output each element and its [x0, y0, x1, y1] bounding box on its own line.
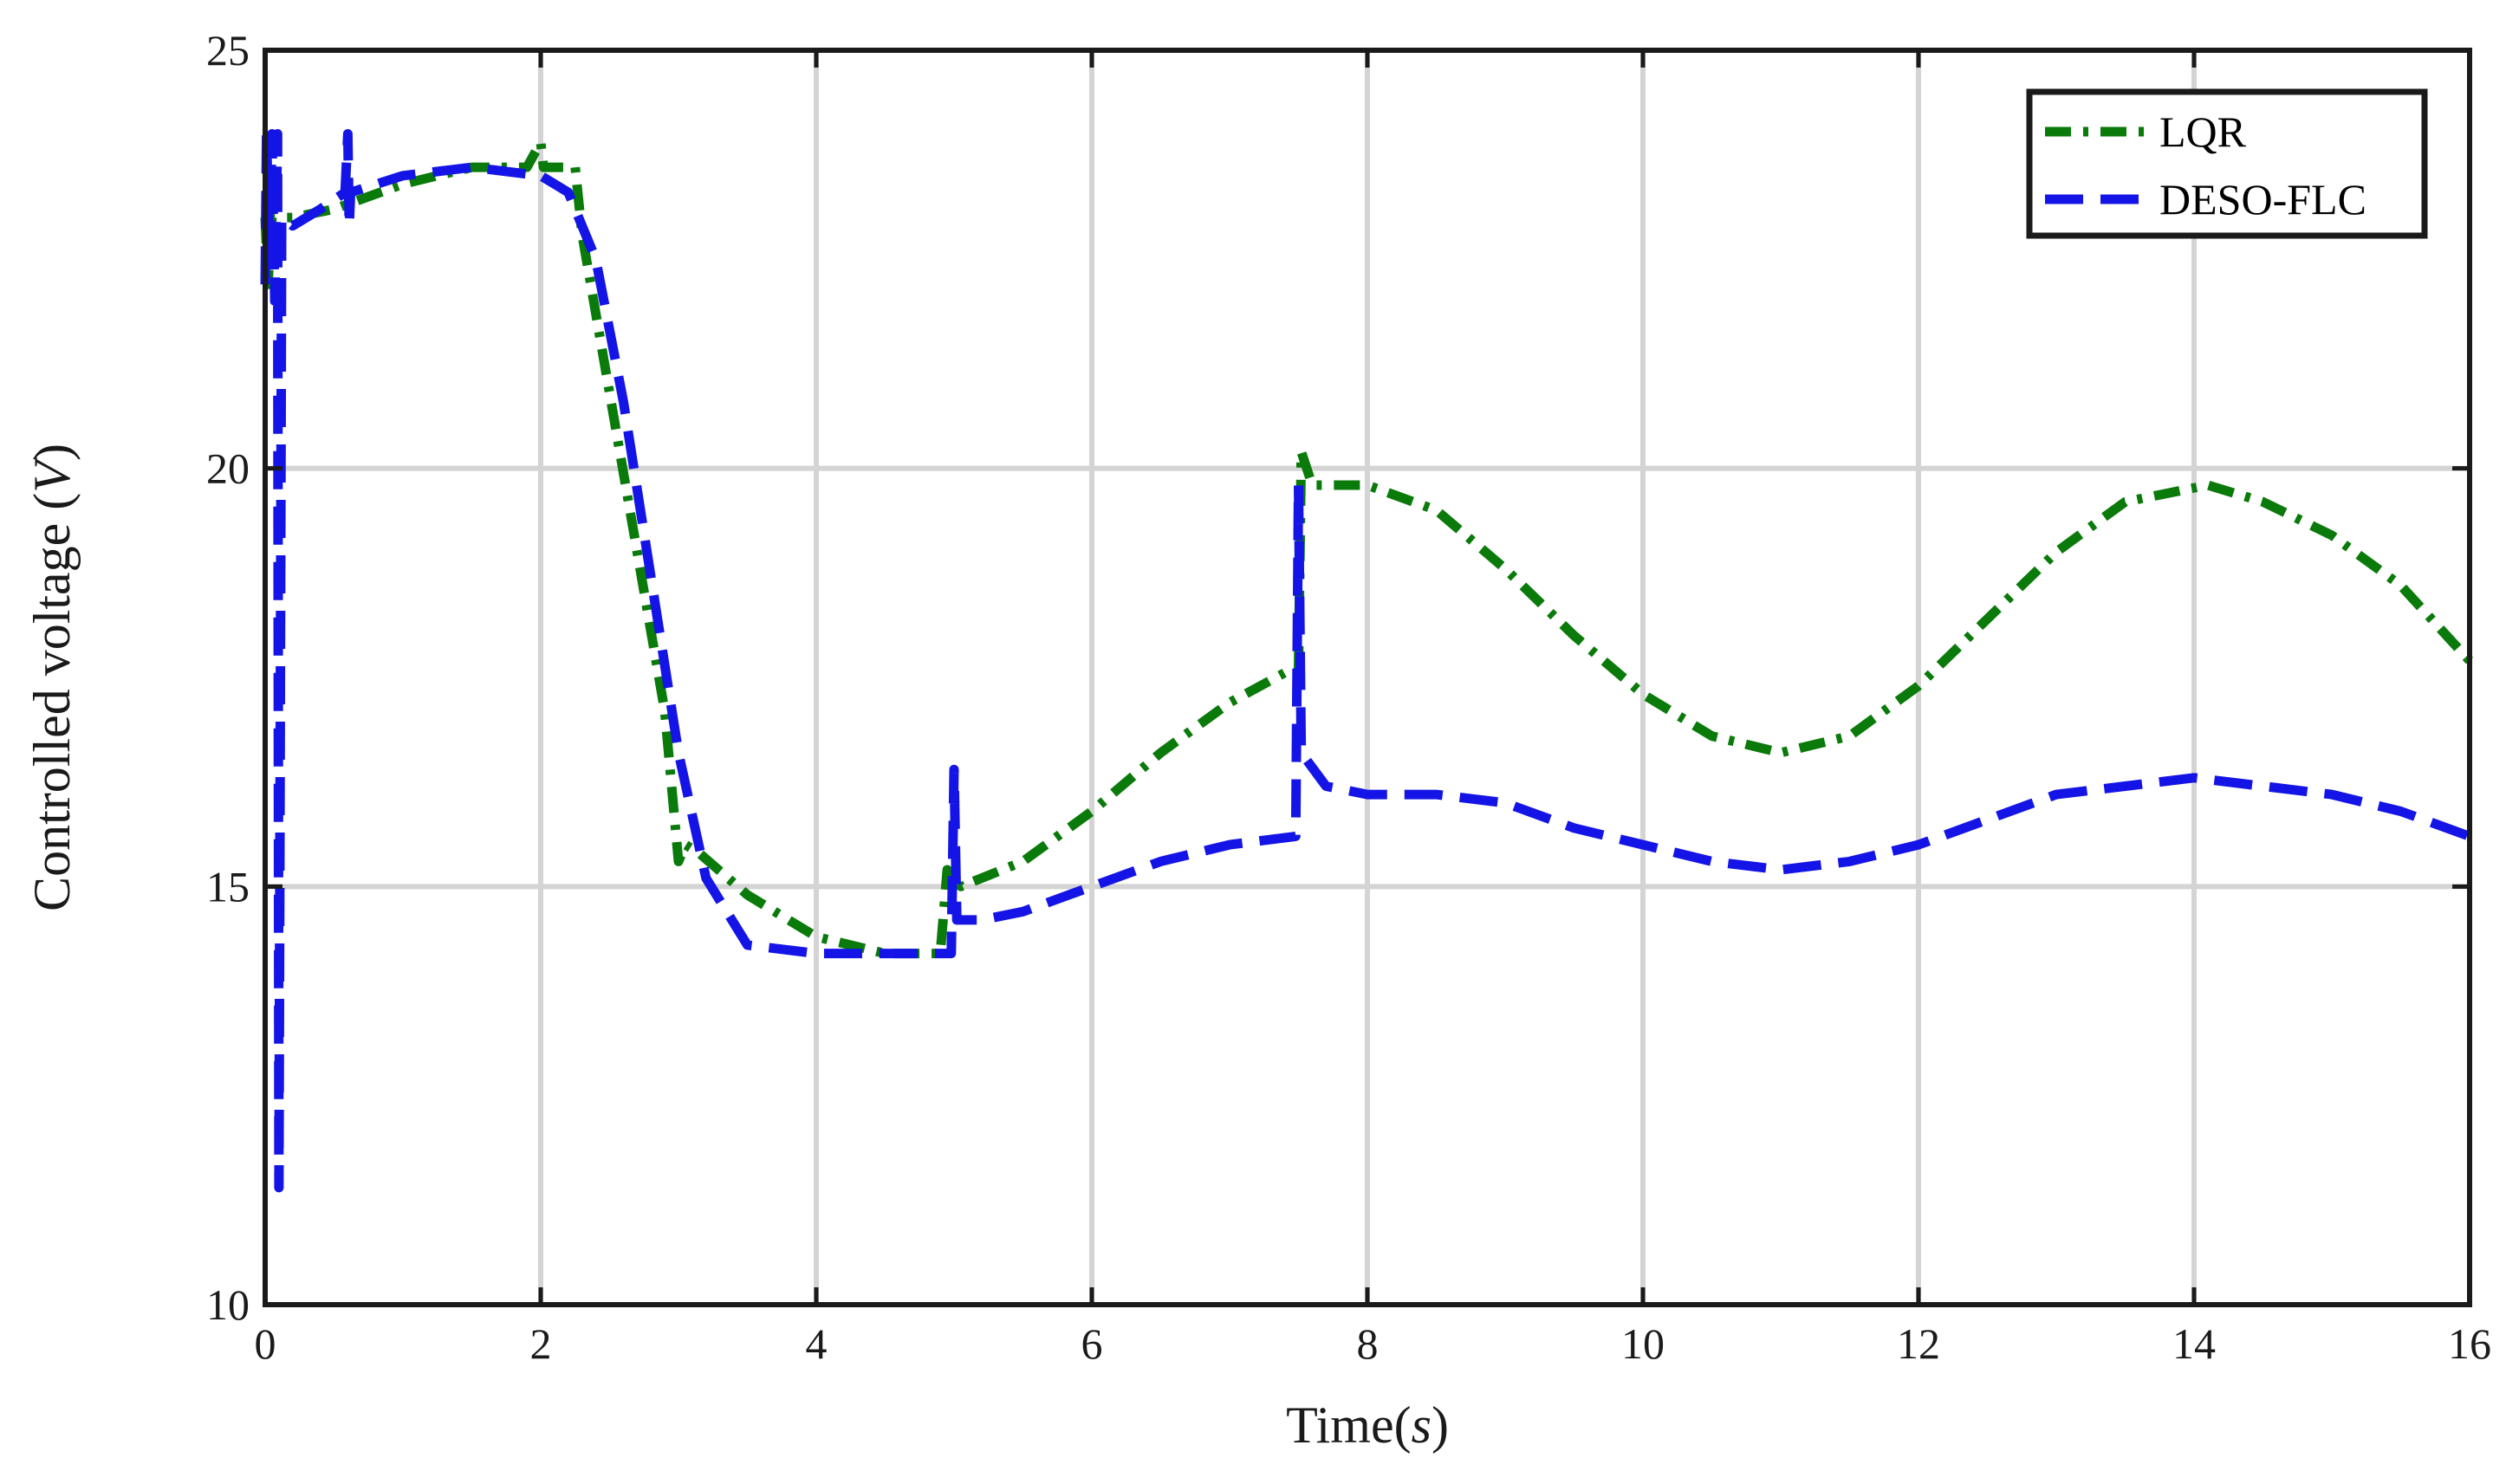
y-tick-label: 10	[206, 1280, 250, 1329]
series-layer	[260, 129, 2474, 1193]
y-axis-unit: V	[23, 456, 81, 493]
legend-label: DESO-FLC	[2159, 175, 2366, 224]
x-axis-unit: s	[1412, 1397, 1432, 1454]
y-tick-label: 20	[206, 444, 250, 493]
x-axis-label: Time	[1286, 1397, 1394, 1454]
x-tick-label: 6	[1081, 1319, 1103, 1368]
y-axis-title: Controlled voltage (V)	[23, 444, 81, 911]
x-axis-title: Time(s)	[1286, 1397, 1449, 1454]
tick-labels: 0 2 4 6 8 10 12 14 16 10 15 20 25	[206, 26, 2491, 1368]
legend-entry: LQR	[2045, 107, 2247, 156]
y-tick-label: 25	[206, 26, 250, 75]
x-tick-label: 2	[530, 1319, 552, 1368]
y-tick-label: 15	[206, 862, 250, 910]
x-tick-label: 12	[1897, 1319, 1940, 1368]
legend: LQR DESO-FLC	[2026, 88, 2428, 239]
y-axis-label: Controlled voltage	[23, 523, 81, 911]
ticks	[263, 48, 2472, 1307]
legend-entry: DESO-FLC	[2045, 175, 2366, 224]
x-tick-label: 8	[1357, 1319, 1379, 1368]
legend-box	[2026, 88, 2428, 239]
x-tick-label: 10	[1621, 1319, 1665, 1368]
series-line-deso-flc	[260, 129, 2471, 1193]
x-tick-label: 14	[2172, 1319, 2216, 1368]
legend-label: LQR	[2159, 107, 2247, 156]
series-line-lqr	[260, 137, 2474, 959]
x-tick-label: 4	[806, 1319, 828, 1368]
x-tick-label: 16	[2448, 1319, 2491, 1368]
x-tick-label: 0	[255, 1319, 276, 1368]
